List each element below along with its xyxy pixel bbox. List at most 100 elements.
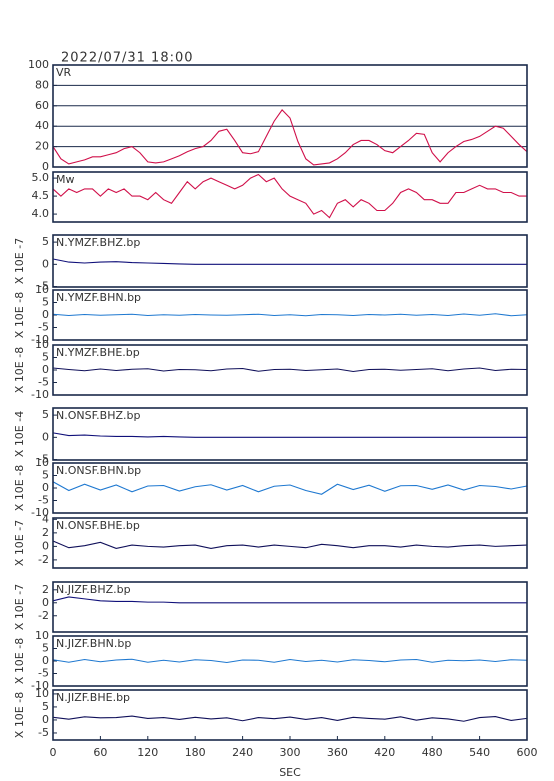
y-tick-label: 4	[42, 512, 49, 525]
y-tick-label: -5	[38, 667, 49, 680]
y-tick-label: 5	[42, 700, 49, 713]
y-tick-label: -5	[38, 376, 49, 389]
panel-frame	[52, 581, 528, 633]
chart-title: 2022/07/31 18:00	[61, 51, 194, 66]
trace-line	[52, 658, 528, 664]
y-tick-label: 0	[42, 363, 49, 376]
panel-label: N.ONSF.BHN.bp	[56, 464, 141, 477]
panel-frame	[52, 635, 528, 687]
x-tick-label: 420	[374, 746, 395, 759]
y-tick-label: -5	[38, 321, 49, 334]
panel-frame	[52, 344, 528, 396]
trace-line	[52, 596, 527, 604]
y-tick-label: 10	[35, 456, 49, 469]
y-tick-label: 10	[35, 283, 49, 296]
y-tick-label: -10	[31, 388, 49, 401]
y-tick-label: 5	[42, 296, 49, 309]
y-tick-label: -5	[38, 280, 49, 293]
y-tick-label: 0	[42, 160, 49, 173]
y-tick-label: -10	[31, 679, 49, 692]
panel-frame	[52, 171, 528, 223]
trace-line	[52, 313, 528, 317]
y-axis-label: X 10E -8	[13, 692, 26, 738]
y-tick-label: 4.0	[32, 207, 50, 220]
y-tick-label: -5	[38, 726, 49, 739]
y-tick-label: 0	[42, 713, 49, 726]
y-tick-label: 0	[42, 308, 49, 321]
y-axis-label: X 10E -4	[13, 411, 26, 457]
y-tick-label: -10	[31, 506, 49, 519]
y-tick-label: -2	[38, 609, 49, 622]
trace-line	[52, 173, 527, 219]
panel-label: VR	[56, 66, 72, 79]
x-tick-label: 300	[280, 746, 301, 759]
y-tick-label: 2	[42, 583, 49, 596]
trace-line	[52, 481, 528, 495]
y-tick-label: 0	[42, 257, 49, 270]
panel-label: Mw	[56, 173, 75, 186]
y-axis-label: X 10E -7	[13, 584, 26, 630]
y-tick-label: 5.0	[32, 171, 50, 184]
y-axis-label: X 10E -8	[13, 638, 26, 684]
x-tick-label: 240	[232, 746, 253, 759]
y-axis-label: X 10E -7	[13, 520, 26, 566]
trace-line	[52, 367, 528, 373]
panel-label: N.ONSF.BHZ.bp	[56, 409, 140, 422]
y-tick-label: -5	[38, 453, 49, 466]
panel-label: N.JIZF.BHN.bp	[56, 637, 131, 650]
panel-frame	[52, 64, 528, 168]
panel-frame	[52, 517, 528, 569]
x-tick-label: 0	[50, 746, 57, 759]
y-tick-label: 80	[35, 78, 49, 91]
x-tick-label: 480	[422, 746, 443, 759]
panel-frame	[52, 289, 528, 341]
panel-label: N.JIZF.BHZ.bp	[56, 583, 131, 596]
panel-label: N.YMZF.BHZ.bp	[56, 236, 140, 249]
y-tick-label: 10	[35, 629, 49, 642]
panel-label: N.YMZF.BHN.bp	[56, 291, 141, 304]
x-axis-label: SEC	[279, 766, 301, 779]
panel-frame	[52, 234, 528, 288]
panel-label: N.JIZF.BHE.bp	[56, 691, 130, 704]
y-tick-label: -5	[38, 494, 49, 507]
y-tick-label: 20	[35, 140, 49, 153]
panel-label: N.ONSF.BHE.bp	[56, 519, 140, 532]
panel-label: N.YMZF.BHE.bp	[56, 346, 140, 359]
y-axis-label: X 10E -8	[13, 347, 26, 393]
y-tick-label: 10	[35, 338, 49, 351]
y-tick-label: 5	[42, 642, 49, 655]
y-tick-label: -10	[31, 333, 49, 346]
y-tick-label: 5	[42, 408, 49, 421]
x-tick-label: 120	[137, 746, 158, 759]
x-tick-label: 600	[517, 746, 538, 759]
trace-line	[52, 258, 527, 265]
y-tick-label: -2	[38, 553, 49, 566]
y-tick-label: 5	[42, 235, 49, 248]
y-tick-label: 40	[35, 119, 49, 132]
trace-line	[52, 540, 528, 549]
y-tick-label: 4.5	[32, 189, 50, 202]
trace-line	[52, 109, 528, 166]
y-axis-label: X 10E -7	[13, 238, 26, 284]
x-tick-label: 60	[93, 746, 107, 759]
y-tick-label: 2	[42, 526, 49, 539]
panel-frame	[52, 407, 528, 461]
y-axis-label: X 10E -8	[13, 292, 26, 338]
trace-line	[52, 432, 527, 438]
y-tick-label: 0	[42, 430, 49, 443]
trace-line	[52, 715, 528, 722]
y-tick-label: 5	[42, 469, 49, 482]
y-tick-label: 5	[42, 351, 49, 364]
y-tick-label: 60	[35, 99, 49, 112]
y-tick-label: 0	[42, 539, 49, 552]
y-axis-label: X 10E -8	[13, 465, 26, 511]
x-tick-label: 180	[185, 746, 206, 759]
y-tick-label: 0	[42, 596, 49, 609]
panel-frame	[52, 462, 528, 514]
x-tick-label: 360	[327, 746, 348, 759]
x-tick-label: 540	[469, 746, 490, 759]
y-tick-label: 10	[35, 687, 49, 700]
y-tick-label: 0	[42, 654, 49, 667]
y-tick-label: 100	[28, 58, 49, 71]
